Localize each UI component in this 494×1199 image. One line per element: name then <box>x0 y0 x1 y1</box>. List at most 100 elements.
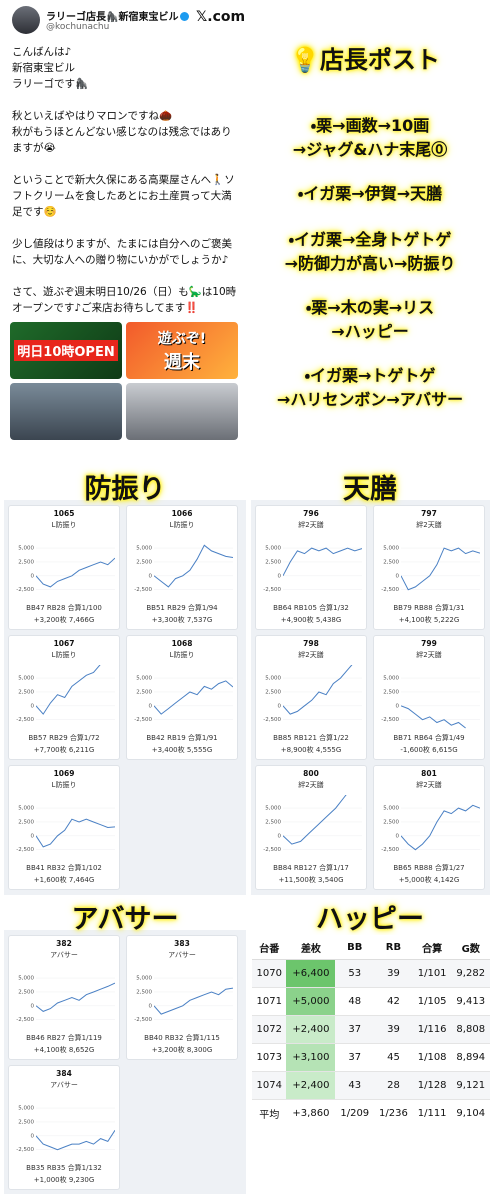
chart-card: 797 絆2天膳 BB79 RB88 合算1/31 +4,100枚 5,222G 5,0… <box>373 505 485 630</box>
y-tick-label: 0 <box>278 703 282 709</box>
machine-result: +7,700枚 6,211G <box>33 746 95 754</box>
y-tick-label: 2,500 <box>383 689 399 695</box>
chart-card: 1066 L防振り BB51 RB29 合算1/94 +3,300枚 7,537G 5,… <box>126 505 238 630</box>
table-row: 1070 +6,400 53 39 1/101 9,282 <box>252 959 490 988</box>
y-tick-label: 5,000 <box>383 546 399 552</box>
y-tick-label: 5,000 <box>265 806 281 812</box>
y-tick-label: 0 <box>31 1133 35 1139</box>
machine-stats: BB84 RB127 合算1/17 <box>273 864 349 872</box>
post-title: 💡店長ポスト <box>290 46 440 74</box>
data-line <box>283 795 347 845</box>
machine-result: +11,500枚 3,540G <box>278 876 344 884</box>
data-line <box>401 547 480 591</box>
y-tick-label: 2,500 <box>265 689 281 695</box>
machine-result: +1,000枚 9,230G <box>33 1176 95 1184</box>
machine-stats: BB65 RB88 合算1/27 <box>393 864 465 872</box>
table-cell: +5,000 <box>286 987 336 1016</box>
y-tick-label: -2,500 <box>381 847 399 853</box>
y-tick-label: 2,500 <box>18 559 34 565</box>
y-tick-label: 0 <box>31 833 35 839</box>
chart-card: 798 絆2天膳 BB85 RB121 合算1/22 +8,900枚 4,555G 5,… <box>255 635 367 760</box>
tweet-line: 秋がもうほとんどない感じなのは残念ではありますが😭 <box>12 126 232 154</box>
table-cell: 1/111 <box>412 1099 452 1127</box>
data-line <box>401 706 480 728</box>
post-line: →ハリセンボン→アバサー <box>276 390 464 409</box>
machine-result: +3,300枚 7,537G <box>151 616 213 624</box>
tweet-paragraph: 少し値段はりますが、たまには自分へのご褒美に、大切な人への贈り物にいかがでしょう… <box>12 236 240 268</box>
machine-number: 1068 <box>171 639 193 648</box>
y-tick-label: -2,500 <box>381 587 399 593</box>
machine-name: アバサー <box>50 1081 78 1089</box>
tweet-paragraph: 秋といえばやはりマロンですね🌰 秋がもうほとんどない感じなのは残念ではありますが😭 <box>12 108 240 156</box>
machine-number: 384 <box>56 1069 72 1078</box>
machine-result: +5,000枚 4,142G <box>398 876 460 884</box>
table-cell: 9,413 <box>451 987 490 1016</box>
y-tick-label: 5,000 <box>18 676 34 682</box>
table-cell: 8,808 <box>451 1015 490 1044</box>
photo: 遊ぶぞ! 週末 <box>126 322 238 379</box>
tweet-line: こんばんは♪ <box>12 46 72 58</box>
y-tick-label: -2,500 <box>16 717 34 723</box>
tweet-text: こんばんは♪ 新宿東宝ビルラリーゴです🦍 秋といえばやはりマロンですね🌰 秋がもうほと… <box>12 44 240 332</box>
table-header-cell: 合算 <box>412 935 452 960</box>
y-tick-label: 0 <box>31 703 35 709</box>
y-tick-label: 0 <box>278 833 282 839</box>
y-tick-label: -2,500 <box>263 717 281 723</box>
machine-number: 798 <box>303 639 319 648</box>
table-cell: 平均 <box>252 1099 287 1127</box>
mini-chart: 5,000 2,500 0 -2,500 <box>134 976 233 1023</box>
table-cell: 45 <box>374 1043 413 1072</box>
y-tick-label: 5,000 <box>136 546 152 552</box>
table-cell: 53 <box>335 959 375 988</box>
chart-card: 801 絆2天膳 BB65 RB88 合算1/27 +5,000枚 4,142G 5,0… <box>373 765 485 890</box>
mini-chart: 5,000 2,500 0 -2,500 <box>16 976 115 1023</box>
y-tick-label: 0 <box>396 573 400 579</box>
machine-name: 絆2天膳 <box>416 651 442 659</box>
data-line <box>401 804 480 851</box>
machine-result: +3,200枚 8,300G <box>151 1046 213 1054</box>
table-cell: 1/105 <box>412 987 452 1016</box>
y-tick-label: -2,500 <box>134 1017 152 1023</box>
y-tick-label: 0 <box>31 573 35 579</box>
mini-chart: 5,000 2,500 0 -2,500 <box>263 546 362 593</box>
photo-caption: 遊ぶぞ! <box>157 330 207 347</box>
verified-badge <box>180 12 190 21</box>
tweet-line: 新宿東宝ビル <box>12 62 75 74</box>
post-line: →防御力が高い→防振り <box>284 254 456 273</box>
machine-number: 1069 <box>53 769 75 778</box>
data-line <box>283 665 353 715</box>
table-row: 1072 +2,400 37 39 1/116 8,808 <box>252 1015 490 1044</box>
machine-number: 801 <box>421 769 437 778</box>
table-cell: 9,104 <box>451 1099 490 1127</box>
machine-number: 1066 <box>171 509 193 518</box>
y-tick-label: 5,000 <box>383 806 399 812</box>
table-header: 台番 差枚 BB RB 合算 G数 <box>252 935 490 960</box>
y-tick-label: 2,500 <box>18 689 34 695</box>
machine-stats: BB57 RB29 合算1/72 <box>28 734 100 742</box>
tweet-line: ラリーゴです🦍 <box>12 78 89 90</box>
data-line <box>154 987 233 1015</box>
photo <box>10 383 122 440</box>
table-cell: 1071 <box>252 987 287 1016</box>
y-tick-label: 2,500 <box>136 689 152 695</box>
machine-stats: BB41 RB32 合算1/102 <box>26 864 102 872</box>
table-cell: +2,400 <box>286 1015 336 1044</box>
mini-chart: 5,000 2,500 0 -2,500 <box>16 546 115 593</box>
y-tick-label: 0 <box>149 573 153 579</box>
chart-card: 384 アバサー BB35 RB35 合算1/132 +1,000枚 9,230G 5,… <box>8 1065 120 1190</box>
table-cell: 1074 <box>252 1071 287 1100</box>
chart-card: 1067 L防振り BB57 RB29 合算1/72 +7,700枚 6,211G 5,… <box>8 635 120 760</box>
table-row: 1074 +2,400 43 28 1/128 9,121 <box>252 1071 490 1100</box>
tweet-paragraph: ということで新大久保にある高栗屋さんへ🚶ソフトクリームを食したあとにお土産買って… <box>12 172 240 220</box>
machine-name: 絆2天膳 <box>298 651 324 659</box>
table-row: 平均 +3,860 1/209 1/236 1/111 9,104 <box>252 1099 490 1127</box>
machine-number: 797 <box>421 509 437 518</box>
data-line <box>154 544 233 588</box>
table-cell: 39 <box>374 959 413 988</box>
photo-caption: 週末 <box>164 351 200 373</box>
y-tick-label: 0 <box>149 703 153 709</box>
machine-name: アバサー <box>168 951 196 959</box>
machine-number: 800 <box>303 769 319 778</box>
machine-result: +4,100枚 8,652G <box>33 1046 95 1054</box>
